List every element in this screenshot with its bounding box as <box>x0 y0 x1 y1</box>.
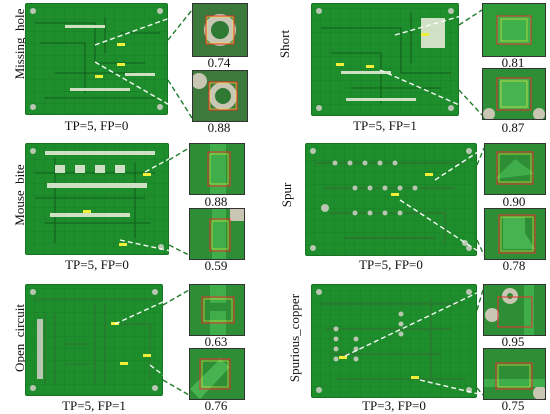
zoom-crop <box>190 285 244 335</box>
score-short-1: 0.81 <box>501 55 525 70</box>
zoom-mouse-bite-2 <box>189 208 245 260</box>
zoom-missing-hole-1 <box>192 3 248 57</box>
zoom-open-circuit-2 <box>189 348 245 400</box>
zoom-spur-1 <box>484 143 546 195</box>
score-mouse-bite-2: 0.59 <box>204 258 228 273</box>
metric-spur: TP=5, FP=0 <box>359 257 423 272</box>
zoom-spurious-copper-1 <box>483 284 546 336</box>
metric-missing-hole: TP=5, FP=0 <box>64 118 129 133</box>
panel-label-short: Short <box>277 29 292 59</box>
pcb-traces <box>30 8 163 110</box>
score-short-2: 0.87 <box>501 120 525 135</box>
score-mouse-bite-1: 0.88 <box>204 194 228 209</box>
score-missing-hole-1: 0.74 <box>207 55 231 70</box>
pcb-board-short <box>311 3 459 116</box>
pcb-traces <box>316 8 454 111</box>
metric-short: TP=5, FP=1 <box>353 118 417 133</box>
metric-spurious-copper: TP=3, FP=0 <box>362 398 426 413</box>
zoom-spurious-copper-2 <box>483 348 546 400</box>
zoom-short-2 <box>482 68 546 120</box>
zoom-crop <box>485 144 545 194</box>
score-spur-2: 0.78 <box>502 258 526 273</box>
zoom-crop <box>484 285 545 335</box>
metric-mouse-bite: TP=5, FP=0 <box>65 257 129 272</box>
pcb-board-spur <box>305 143 477 256</box>
pcb-board-missing-hole <box>25 3 168 115</box>
zoom-crop <box>485 209 545 259</box>
score-missing-hole-2: 0.88 <box>207 120 231 135</box>
zoom-missing-hole-2 <box>192 70 248 122</box>
zoom-crop <box>190 209 244 259</box>
pcb-traces <box>30 289 158 391</box>
pcb-traces <box>30 148 164 250</box>
zoom-short-1 <box>482 3 546 57</box>
metric-open-circuit: TP=5, FP=1 <box>62 398 126 413</box>
pcb-board-mouse-bite <box>25 143 169 255</box>
score-spur-1: 0.90 <box>502 194 526 209</box>
pcb-traces <box>316 289 472 393</box>
zoom-crop <box>483 4 545 56</box>
pcb-board-open-circuit <box>25 284 163 396</box>
zoom-crop <box>193 4 247 56</box>
score-spurious-copper-2: 0.75 <box>501 398 525 413</box>
panel-label-spurious-copper: Spurious_copper <box>287 293 302 383</box>
zoom-open-circuit-1 <box>189 284 245 336</box>
score-open-circuit-2: 0.76 <box>204 398 228 413</box>
zoom-mouse-bite-1 <box>189 143 245 195</box>
panel-label-spur: Spur <box>279 182 294 208</box>
score-open-circuit-1: 0.63 <box>204 334 228 349</box>
zoom-crop <box>190 349 244 399</box>
zoom-spur-2 <box>484 208 546 260</box>
zoom-crop <box>193 71 247 121</box>
zoom-crop <box>483 69 545 119</box>
pcb-board-spurious-copper <box>311 284 477 398</box>
score-spurious-copper-1: 0.95 <box>501 334 525 349</box>
pcb-traces <box>310 148 472 251</box>
zoom-crop <box>190 144 244 194</box>
zoom-crop <box>484 349 545 399</box>
